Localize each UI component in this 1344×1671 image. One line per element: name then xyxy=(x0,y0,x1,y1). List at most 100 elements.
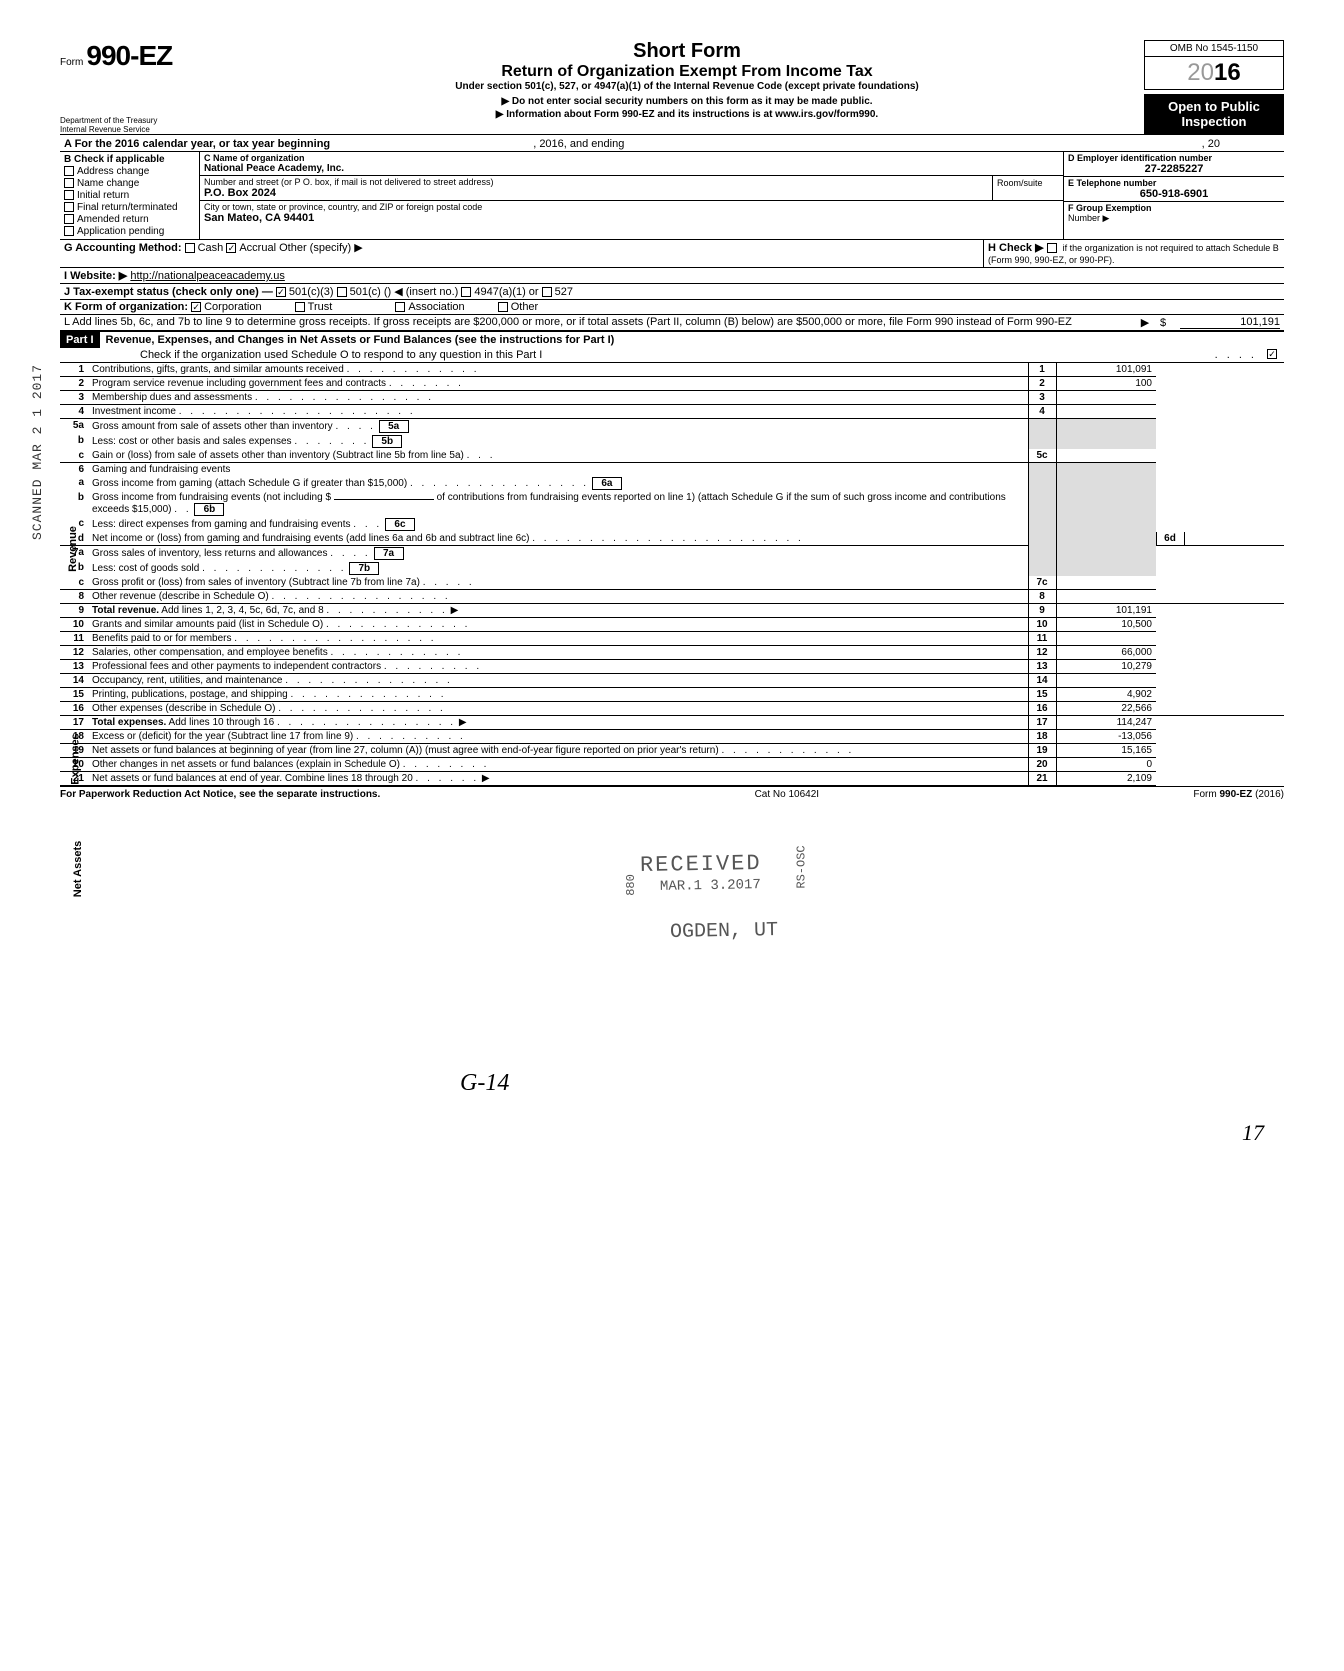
expenses-group-label: Expenses xyxy=(70,733,82,784)
line6d-val xyxy=(1184,532,1284,546)
footer-right: Form 990-EZ (2016) xyxy=(1193,789,1284,800)
line18-val: -13,056 xyxy=(1056,730,1156,744)
line7c-val xyxy=(1056,576,1156,590)
footer-left: For Paperwork Reduction Act Notice, see … xyxy=(60,789,380,800)
section-l-text: L Add lines 5b, 6c, and 7b to line 9 to … xyxy=(64,316,1130,329)
line13-val: 10,279 xyxy=(1056,660,1156,674)
checkbox-527[interactable] xyxy=(542,287,552,297)
line4-val xyxy=(1056,405,1156,419)
part1-label: Part I xyxy=(60,332,100,348)
part1-dots: . . . . xyxy=(1215,349,1257,361)
part1-title: Revenue, Expenses, and Changes in Net As… xyxy=(100,332,621,348)
line5c-desc: Gain or (loss) from sale of assets other… xyxy=(92,450,464,461)
opt-other-org: Other xyxy=(511,301,539,313)
website-value: http://nationalpeaceacademy.us xyxy=(130,270,285,282)
line-a-mid: , 2016, and ending xyxy=(533,138,624,150)
checkbox-final-return[interactable] xyxy=(64,202,74,212)
form-number: 990-EZ xyxy=(86,40,172,71)
stamp-date: MAR.1 3.2017 xyxy=(660,877,761,895)
opt-corp: Corporation xyxy=(204,301,261,313)
section-f-label2: Number ▶ xyxy=(1068,213,1280,224)
city-value: San Mateo, CA 94401 xyxy=(204,212,1059,224)
line5c-val xyxy=(1056,449,1156,463)
opt-address-change: Address change xyxy=(77,166,149,177)
checkbox-501c[interactable] xyxy=(337,287,347,297)
line12-desc: Salaries, other compensation, and employ… xyxy=(92,647,328,658)
opt-501c: 501(c) ( xyxy=(350,286,388,298)
lines-table: 1Contributions, gifts, grants, and simil… xyxy=(60,363,1284,786)
opt-final-return: Final return/terminated xyxy=(77,202,178,213)
line6c-desc: Less: direct expenses from gaming and fu… xyxy=(92,519,350,530)
opt-4947: 4947(a)(1) or xyxy=(474,286,538,298)
org-name: National Peace Academy, Inc. xyxy=(204,163,1059,174)
line3-desc: Membership dues and assessments xyxy=(92,392,252,403)
line21-val: 2,109 xyxy=(1056,772,1156,786)
main-title: Return of Organization Exempt From Incom… xyxy=(230,63,1144,81)
dept-treasury: Department of the TreasuryInternal Reven… xyxy=(60,116,230,134)
checkbox-initial-return[interactable] xyxy=(64,190,74,200)
section-i-label: I Website: ▶ xyxy=(64,270,127,282)
line20-val: 0 xyxy=(1056,758,1156,772)
line14-val xyxy=(1056,674,1156,688)
line-a-end: , 20 xyxy=(1202,138,1220,150)
line14-desc: Occupancy, rent, utilities, and maintena… xyxy=(92,675,282,686)
section-d-label: D Employer identification number xyxy=(1068,153,1280,163)
checkbox-name-change[interactable] xyxy=(64,178,74,188)
checkbox-address-change[interactable] xyxy=(64,166,74,176)
opt-trust: Trust xyxy=(308,301,333,313)
line9-val: 101,191 xyxy=(1056,604,1156,618)
line5a-desc: Gross amount from sale of assets other t… xyxy=(92,421,333,432)
opt-501c3: 501(c)(3) xyxy=(289,286,334,298)
opt-initial-return: Initial return xyxy=(77,190,129,201)
line19-val: 15,165 xyxy=(1056,744,1156,758)
year-box: 2016 xyxy=(1144,57,1284,90)
stamp-scanned: SCANNED MAR 2 1 2017 xyxy=(30,364,45,540)
line12-val: 66,000 xyxy=(1056,646,1156,660)
opt-amended: Amended return xyxy=(77,214,149,225)
street-value: P.O. Box 2024 xyxy=(204,187,988,199)
opt-name-change: Name change xyxy=(77,178,139,189)
line4-desc: Investment income xyxy=(92,406,176,417)
checkbox-corp[interactable]: ✓ xyxy=(191,302,201,312)
section-l-dollar: $ xyxy=(1160,317,1180,329)
opt-527: 527 xyxy=(555,286,573,298)
checkbox-schedule-o[interactable]: ✓ xyxy=(1267,349,1277,359)
line3-val xyxy=(1056,391,1156,405)
checkbox-trust[interactable] xyxy=(295,302,305,312)
checkbox-h[interactable] xyxy=(1047,243,1057,253)
checkbox-501c3[interactable]: ✓ xyxy=(276,287,286,297)
revenue-group-label: Revenue xyxy=(67,526,79,572)
line15-val: 4,902 xyxy=(1056,688,1156,702)
section-l-value: 101,191 xyxy=(1180,316,1280,329)
section-f-label: F Group Exemption xyxy=(1068,203,1280,213)
line6b-desc1: Gross income from fundraising events (no… xyxy=(92,492,331,503)
line19-desc: Net assets or fund balances at beginning… xyxy=(92,745,719,756)
checkbox-other-org[interactable] xyxy=(498,302,508,312)
phone-value: 650-918-6901 xyxy=(1068,188,1280,200)
line7a-desc: Gross sales of inventory, less returns a… xyxy=(92,548,327,559)
section-b-label: B Check if applicable xyxy=(64,154,195,165)
line6a-desc: Gross income from gaming (attach Schedul… xyxy=(92,478,407,489)
line6-desc: Gaming and fundraising events xyxy=(92,464,230,475)
line1-val: 101,091 xyxy=(1056,363,1156,377)
checkbox-assoc[interactable] xyxy=(395,302,405,312)
line13-desc: Professional fees and other payments to … xyxy=(92,661,381,672)
info-line: ▶ Information about Form 990-EZ and its … xyxy=(230,109,1144,120)
form-prefix: Form xyxy=(60,57,83,68)
line16-desc: Other expenses (describe in Schedule O) xyxy=(92,703,275,714)
checkbox-pending[interactable] xyxy=(64,226,74,236)
street-label: Number and street (or P O. box, if mail … xyxy=(204,177,988,187)
checkbox-cash[interactable] xyxy=(185,243,195,253)
line18-desc: Excess or (deficit) for the year (Subtra… xyxy=(92,731,353,742)
line7b-desc: Less: cost of goods sold xyxy=(92,563,199,574)
line9-desc: Add lines 1, 2, 3, 4, 5c, 6d, 7c, and 8 xyxy=(161,605,323,616)
open-to-public: Open to Public Inspection xyxy=(1144,94,1284,134)
opt-other-specify: Other (specify) ▶ xyxy=(279,242,363,254)
checkbox-amended[interactable] xyxy=(64,214,74,224)
line7c-desc: Gross profit or (loss) from sales of inv… xyxy=(92,577,420,588)
checkbox-accrual[interactable]: ✓ xyxy=(226,243,236,253)
line2-desc: Program service revenue including govern… xyxy=(92,378,386,389)
checkbox-4947[interactable] xyxy=(461,287,471,297)
line11-val xyxy=(1056,632,1156,646)
line20-desc: Other changes in net assets or fund bala… xyxy=(92,759,400,770)
